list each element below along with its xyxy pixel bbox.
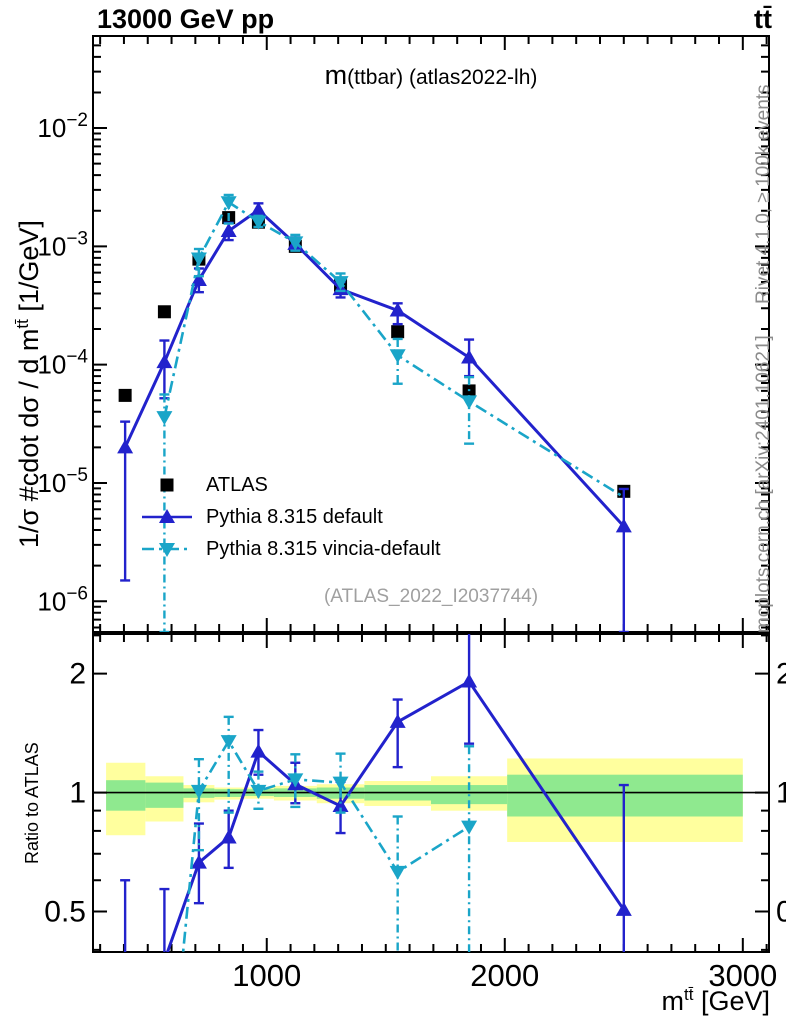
series-line bbox=[123, 208, 625, 528]
mc-point bbox=[190, 271, 207, 286]
ratio-point bbox=[287, 773, 304, 788]
mc-point bbox=[615, 518, 632, 533]
legend-label: Pythia 8.315 vincia-default bbox=[206, 537, 441, 560]
analysis-watermark: (ATLAS_2022_I2037744) bbox=[323, 586, 539, 607]
legend-label: Pythia 8.315 default bbox=[206, 505, 383, 528]
mc-point bbox=[190, 252, 207, 267]
beam-energy-label: 13000 GeV pp bbox=[97, 4, 275, 34]
mc-point bbox=[461, 349, 478, 364]
mc-point bbox=[156, 354, 173, 369]
mc-point bbox=[117, 439, 134, 454]
series-default bbox=[117, 201, 632, 632]
band-stat bbox=[106, 780, 146, 811]
legend: ATLAS Pythia 8.315 default Pythia 8.315 vi… bbox=[140, 469, 441, 565]
ratio-tick-label-right: 2 bbox=[776, 658, 786, 691]
mc-point bbox=[389, 349, 406, 364]
x-axis-title-sup: tt̄ bbox=[684, 985, 694, 1004]
x-tick-label: 3000 bbox=[708, 958, 777, 993]
mc-point bbox=[156, 411, 173, 426]
legend-row: Pythia 8.315 default bbox=[140, 501, 441, 533]
ratio-point bbox=[250, 784, 267, 799]
mc-point bbox=[287, 236, 304, 251]
series-vincia bbox=[156, 193, 625, 632]
y-tick-label: 10−2 bbox=[37, 110, 88, 143]
plot-title-rest: (ttbar) (atlas2022-lh) bbox=[347, 66, 538, 89]
ratio-panel-frame bbox=[92, 633, 770, 953]
ratio-tick-label-right: 0.5 bbox=[776, 896, 786, 929]
ratio-point bbox=[332, 797, 349, 812]
y-axis-title-unit: [1/GeV] bbox=[14, 220, 44, 320]
ratio-point bbox=[220, 735, 237, 750]
ratio-point bbox=[389, 713, 406, 728]
plot-title: m(ttbar) (atlas2022-lh) bbox=[93, 60, 769, 91]
x-tick-label: 1000 bbox=[232, 958, 301, 993]
mc-point bbox=[332, 276, 349, 291]
ratio-point bbox=[461, 673, 478, 688]
mc-point bbox=[461, 395, 478, 410]
legend-label: ATLAS bbox=[206, 473, 268, 496]
axis-ticks bbox=[93, 35, 769, 952]
band-stat bbox=[145, 782, 184, 808]
y-axis-title: 1/σ #cdot dσ / d mtt̄ [1/GeV] bbox=[13, 220, 45, 548]
legend-marker-triangle-down-icon bbox=[142, 543, 192, 557]
main-panel-series bbox=[117, 193, 632, 632]
legend-marker-triangle-up-icon bbox=[142, 509, 192, 523]
x-axis-title: mtt̄ [GeV] bbox=[662, 986, 770, 1017]
ratio-tick-label-left: 1 bbox=[69, 777, 86, 810]
y-axis-title-sup: tt̄ bbox=[13, 319, 32, 329]
legend-row: Pythia 8.315 vincia-default bbox=[140, 533, 441, 565]
ratio-point bbox=[461, 820, 478, 835]
mc-point bbox=[250, 215, 267, 230]
ratio-panel-series bbox=[120, 634, 632, 952]
main-panel-frame bbox=[92, 35, 770, 633]
ratio-point bbox=[332, 776, 349, 791]
plot-title-prefix: m bbox=[324, 60, 348, 90]
process-label: tt̄ bbox=[754, 4, 772, 34]
ratio-point bbox=[220, 829, 237, 844]
ratio-point bbox=[389, 865, 406, 880]
atlas-point bbox=[157, 305, 171, 319]
atlas-point bbox=[118, 388, 132, 402]
ratio-tick-label-left: 2 bbox=[69, 658, 86, 691]
y-tick-label: 10−6 bbox=[37, 583, 88, 616]
ratio-uncertainty-bands bbox=[106, 758, 743, 842]
ratio-tick-label-right: 1 bbox=[776, 777, 786, 810]
mc-point bbox=[220, 222, 237, 237]
legend-row: ATLAS bbox=[140, 469, 441, 501]
ratio-series-vincia bbox=[181, 715, 478, 952]
x-tick-label: 2000 bbox=[470, 958, 539, 993]
ratio-point bbox=[250, 743, 267, 758]
mc-point bbox=[220, 196, 237, 211]
ratio-point bbox=[190, 784, 207, 799]
ratio-axis-title: Ratio to ATLAS bbox=[22, 742, 42, 864]
ratio-point bbox=[615, 901, 632, 916]
rivet-version-note: Rivet 4.1.0, ≥ 100k events bbox=[753, 84, 774, 304]
x-axis-title-unit: [GeV] bbox=[693, 986, 770, 1016]
mc-point bbox=[389, 302, 406, 317]
ratio-point bbox=[190, 854, 207, 869]
mc-point bbox=[250, 201, 267, 216]
legend-marker-square-icon bbox=[160, 478, 174, 492]
y-axis-title-text: 1/σ #cdot dσ / d m bbox=[14, 328, 44, 548]
ratio-line bbox=[165, 679, 626, 952]
y-tick-label: 10−4 bbox=[37, 347, 88, 380]
atlas-point bbox=[391, 325, 405, 339]
x-axis-title-text: m bbox=[661, 986, 685, 1016]
ratio-tick-label-left: 0.5 bbox=[44, 896, 86, 929]
